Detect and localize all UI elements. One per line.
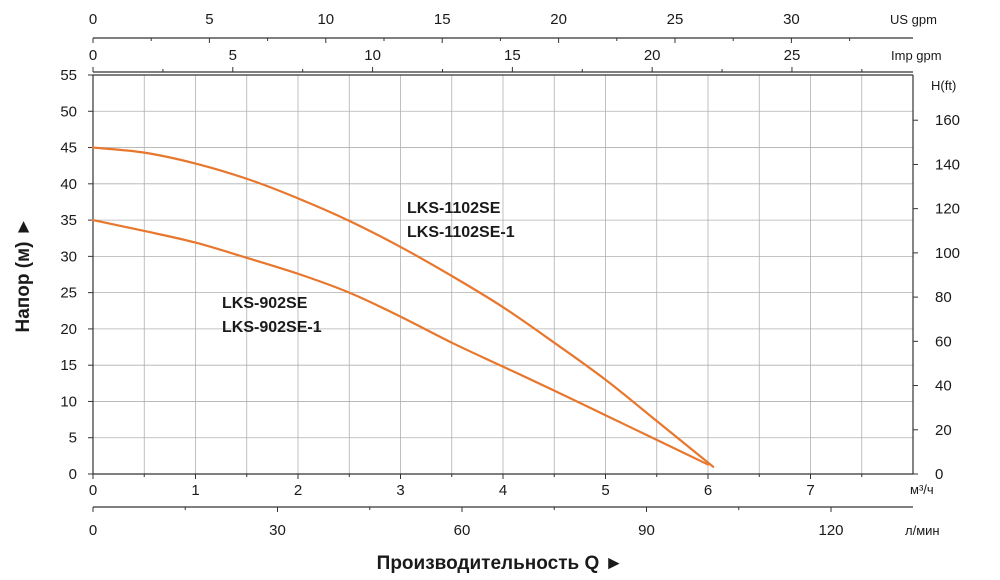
y-left-tick-label: 20 bbox=[60, 321, 77, 338]
x-imp-gpm-tick-label: 15 bbox=[504, 47, 521, 64]
y-right-tick-label: 140 bbox=[935, 156, 960, 173]
x-m3h-tick-label: 7 bbox=[806, 482, 814, 499]
x-lpm-tick-label: 90 bbox=[638, 522, 655, 539]
series-label: LKS-902SE bbox=[222, 295, 308, 312]
x-m3h-tick-label: 2 bbox=[294, 482, 302, 499]
y-left-tick-label: 55 bbox=[60, 67, 77, 84]
x-lpm-tick-label: 0 bbox=[89, 522, 97, 539]
x-m3h-tick-label: 6 bbox=[704, 482, 712, 499]
y-right-tick-label: 60 bbox=[935, 333, 952, 350]
y-axis-title: Напор (м) ► bbox=[13, 217, 34, 332]
x-imp-gpm-tick-label: 25 bbox=[784, 47, 801, 64]
x-us-gpm-tick-label: 10 bbox=[317, 11, 334, 28]
y-right-tick-label: 160 bbox=[935, 112, 960, 129]
series-label: LKS-902SE-1 bbox=[222, 319, 322, 336]
y-right-tick-label: 20 bbox=[935, 422, 952, 439]
x-imp-gpm-tick-label: 20 bbox=[644, 47, 661, 64]
x-us-gpm-tick-label: 30 bbox=[783, 11, 800, 28]
x-axis-title: Производительность Q ► bbox=[377, 553, 624, 574]
x-us-gpm-tick-label: 15 bbox=[434, 11, 451, 28]
y-left-tick-label: 40 bbox=[60, 176, 77, 193]
y-left-tick-label: 50 bbox=[60, 103, 77, 120]
grid-lines bbox=[93, 75, 913, 474]
y-left-tick-label: 15 bbox=[60, 357, 77, 374]
x-m3h-tick-label: 4 bbox=[499, 482, 507, 499]
y-left-tick-label: 5 bbox=[69, 430, 77, 447]
x-us-gpm-unit-label: US gpm bbox=[890, 12, 937, 27]
y-left-tick-label: 0 bbox=[69, 466, 77, 483]
x-m3h-tick-label: 0 bbox=[89, 482, 97, 499]
y-left-tick-label: 45 bbox=[60, 140, 77, 157]
x-m3h-tick-label: 5 bbox=[601, 482, 609, 499]
x-us-gpm-tick-label: 20 bbox=[550, 11, 567, 28]
y-right-tick-label: 100 bbox=[935, 245, 960, 262]
series-label: LKS-1102SE bbox=[407, 200, 501, 217]
x-imp-gpm-tick-label: 10 bbox=[364, 47, 381, 64]
x-imp-gpm-tick-label: 0 bbox=[89, 47, 97, 64]
x-m3h-unit-label: м³/ч bbox=[910, 482, 934, 497]
series-label: LKS-1102SE-1 bbox=[407, 224, 515, 241]
y-right-tick-label: 40 bbox=[935, 378, 952, 395]
y-right-tick-label: 120 bbox=[935, 201, 960, 218]
x-m3h-tick-label: 3 bbox=[396, 482, 404, 499]
x-lpm-unit-label: л/мин bbox=[905, 523, 940, 538]
x-imp-gpm-tick-label: 5 bbox=[229, 47, 237, 64]
curves bbox=[91, 146, 715, 468]
x-lpm-tick-label: 60 bbox=[454, 522, 471, 539]
x-us-gpm-tick-label: 25 bbox=[667, 11, 684, 28]
y-left-tick-label: 10 bbox=[60, 393, 77, 410]
y-right-unit-label: H(ft) bbox=[931, 78, 956, 93]
x-imp-gpm-unit-label: Imp gpm bbox=[891, 48, 942, 63]
y-left-tick-label: 25 bbox=[60, 285, 77, 302]
y-right-tick-label: 80 bbox=[935, 289, 952, 306]
x-us-gpm-tick-label: 0 bbox=[89, 11, 97, 28]
x-lpm-tick-label: 30 bbox=[269, 522, 286, 539]
curve-lks-902se bbox=[91, 218, 710, 466]
y-left-tick-label: 35 bbox=[60, 212, 77, 229]
x-lpm-tick-label: 120 bbox=[818, 522, 843, 539]
x-m3h-tick-label: 1 bbox=[191, 482, 199, 499]
y-right-tick-label: 0 bbox=[935, 466, 943, 483]
curve-lks-1102se bbox=[91, 146, 715, 468]
ticks bbox=[88, 38, 918, 512]
labels: 0510152025303540455055020406080100120140… bbox=[60, 11, 960, 539]
y-left-tick-label: 30 bbox=[60, 248, 77, 265]
x-us-gpm-tick-label: 5 bbox=[205, 11, 213, 28]
